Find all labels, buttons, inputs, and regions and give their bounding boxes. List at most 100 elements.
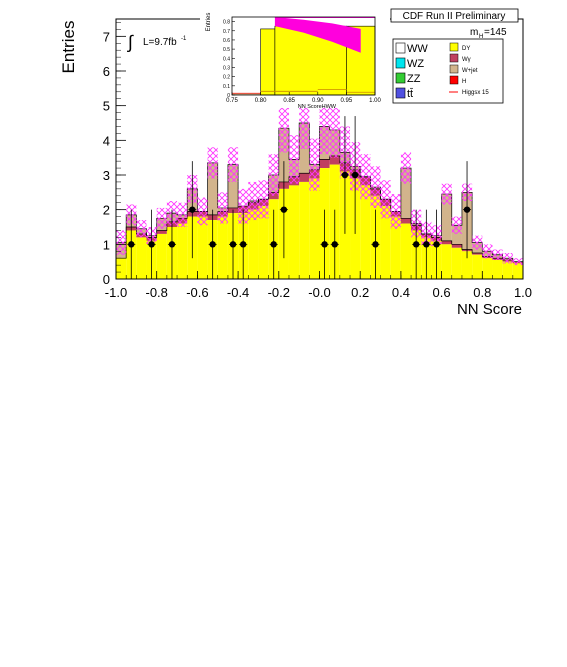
inset-y-tick-label: 0.3 <box>223 65 230 71</box>
inset-plot <box>232 17 376 96</box>
band-segment <box>502 253 513 264</box>
legend-label: Higgsx 15 <box>462 90 489 96</box>
y-tick-label: 0 <box>103 272 110 287</box>
data-point <box>423 241 430 248</box>
dy-bar <box>472 254 483 279</box>
dy-bar <box>136 237 147 279</box>
experiment-label: CDF Run II Preliminary <box>403 11 506 22</box>
dy-bar <box>512 263 523 279</box>
inset-band-top <box>274 17 375 18</box>
dy-bar <box>461 251 473 279</box>
band-segment <box>512 258 523 266</box>
inset-y-tick-label: 0.8 <box>223 20 230 26</box>
legend-label: tt̄ <box>407 88 413 100</box>
x-tick-label: 0.2 <box>351 285 369 300</box>
dy-bar <box>156 233 167 279</box>
data-point <box>321 241 328 248</box>
inset-uncertainty-band <box>274 17 361 53</box>
legend-label: WZ <box>407 58 424 70</box>
legend-label: H <box>462 79 466 85</box>
x-tick-label: -0.0 <box>308 285 330 300</box>
x-tick-label: -0.8 <box>145 285 167 300</box>
data-point <box>148 241 155 248</box>
data-point <box>463 206 471 213</box>
band-segment <box>177 202 188 227</box>
band-segment <box>309 138 320 191</box>
data-point <box>189 206 196 213</box>
x-tick-label: 0.8 <box>473 285 491 300</box>
y-axis-title: Entries <box>59 21 78 74</box>
dy-bar <box>177 223 188 279</box>
data-points <box>127 116 472 279</box>
data-point <box>168 241 176 248</box>
band-segment <box>217 192 228 224</box>
inset-x-tick-label: 0.75 <box>226 98 238 104</box>
legend-swatch <box>449 53 459 63</box>
legend-label: DY <box>462 46 470 52</box>
legend-swatch <box>449 75 459 85</box>
legend-swatch-ww <box>395 42 406 54</box>
data-point <box>280 206 288 213</box>
inset-x-tick-label: 1.00 <box>369 98 381 104</box>
band-segment <box>248 181 259 221</box>
data-point <box>351 171 359 179</box>
inset-dy-bar <box>260 28 276 96</box>
band-segment <box>441 183 452 205</box>
main-axes: -1.0 -0.8 -0.6 -0.4 -0.2 -0.0 0.2 0.4 0.6 0.8 1.00… <box>103 22 532 300</box>
inset-y-tick-label: 0.1 <box>223 84 230 90</box>
band-segment <box>319 98 330 155</box>
data-point <box>341 171 349 179</box>
band-segment <box>116 230 127 255</box>
dy-bar <box>441 244 452 279</box>
wgamma-bar <box>451 244 462 248</box>
legend-label: W+jet <box>462 68 478 74</box>
data-point <box>331 241 338 248</box>
dy-bar <box>299 181 310 279</box>
dy-bar <box>492 259 503 279</box>
x-axis-title: NN Score <box>457 301 522 318</box>
integral-symbol: ∫ <box>126 32 134 52</box>
legend-swatch-wz <box>395 57 406 69</box>
legend-label: ZZ <box>407 73 421 85</box>
x-tick-label: 0.6 <box>433 285 451 300</box>
band-segment <box>390 194 401 229</box>
wjet-bar <box>451 225 462 245</box>
band-segment <box>227 147 239 182</box>
inset-y-tick-label: 0.7 <box>223 29 230 35</box>
y-tick-label: 7 <box>103 29 110 44</box>
band-segment <box>258 180 269 219</box>
dy-bar <box>390 216 401 279</box>
mass-subscript: H <box>479 34 483 40</box>
dy-bar <box>360 185 371 279</box>
wgamma-bar <box>441 240 452 245</box>
inset-frame <box>231 16 376 96</box>
dy-bar <box>502 261 513 279</box>
band-segment <box>360 154 371 200</box>
inset-y-tick-label: 0 <box>227 93 230 99</box>
wjet-bar <box>227 164 239 208</box>
data-point <box>229 241 237 248</box>
y-tick-label: 4 <box>103 133 110 148</box>
data-point <box>270 241 277 248</box>
band-segment <box>380 180 391 219</box>
band-segment <box>451 216 462 234</box>
inset-y-tick-label: 0.2 <box>223 75 230 81</box>
legend-label: WW <box>407 43 428 55</box>
band-segment <box>156 207 167 229</box>
dy-bar <box>380 206 391 279</box>
inset-x-tick-label: 0.95 <box>341 98 353 104</box>
legend-swatch-zz <box>395 72 406 84</box>
wgamma-bar <box>319 159 330 169</box>
dy-bar <box>217 216 228 279</box>
band-segment <box>238 188 249 224</box>
data-point <box>209 241 216 248</box>
band-segment <box>288 135 300 184</box>
inset-x-axis-title: NN ScoreHWW <box>298 104 337 110</box>
y-tick-label: 1 <box>103 237 110 252</box>
data-point <box>412 241 420 248</box>
data-point <box>128 241 135 248</box>
dy-bar <box>400 223 412 279</box>
x-tick-label: -0.4 <box>227 285 249 300</box>
inset-y-tick-label: 0.6 <box>223 38 230 44</box>
